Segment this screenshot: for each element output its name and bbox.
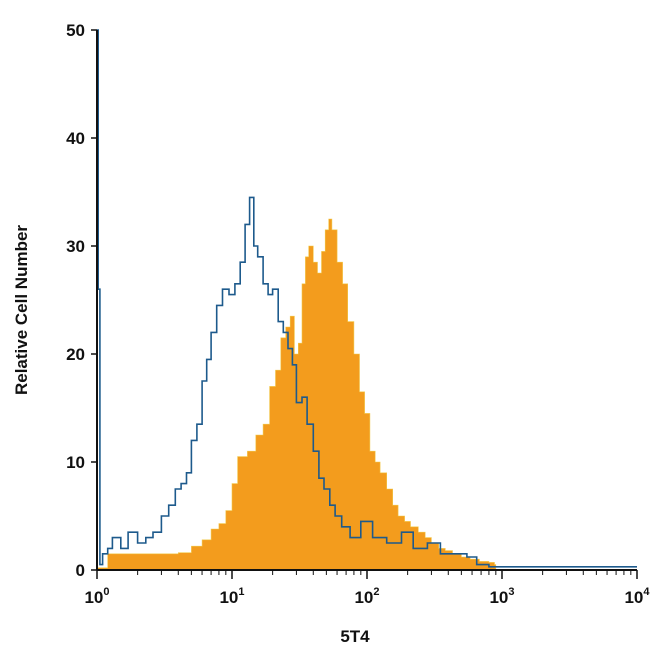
y-tick-label: 50 (66, 21, 85, 40)
y-tick-label: 20 (66, 345, 85, 364)
y-ticks: 0 10 20 30 40 50 (66, 21, 97, 580)
x-tick-exponent: 4 (643, 586, 650, 598)
x-tick-label: 104 (624, 586, 650, 607)
y-tick-label: 40 (66, 129, 85, 148)
x-tick-label: 102 (354, 586, 379, 607)
x-tick-exponent: 3 (508, 586, 514, 598)
x-tick-base: 10 (354, 588, 373, 607)
y-tick-label: 0 (76, 561, 85, 580)
x-tick-exponent: 2 (373, 586, 379, 598)
x-axis-label: 5T4 (340, 627, 370, 646)
x-tick-label: 101 (219, 586, 244, 607)
series-layer (96, 29, 637, 571)
x-tick-base: 10 (624, 588, 643, 607)
x-tick-base: 10 (84, 588, 103, 607)
x-tick-label: 100 (84, 586, 109, 607)
x-ticks: 100 101 102 103 104 (84, 570, 650, 607)
series-1-outline-histogram (97, 29, 637, 568)
y-tick-label: 10 (66, 453, 85, 472)
x-tick-exponent: 0 (103, 586, 109, 598)
y-axis-label: Relative Cell Number (12, 225, 31, 395)
x-tick-label: 103 (489, 586, 514, 607)
y-tick-label: 30 (66, 237, 85, 256)
x-tick-base: 10 (489, 588, 508, 607)
x-tick-base: 10 (219, 588, 238, 607)
x-tick-exponent: 1 (238, 586, 244, 598)
